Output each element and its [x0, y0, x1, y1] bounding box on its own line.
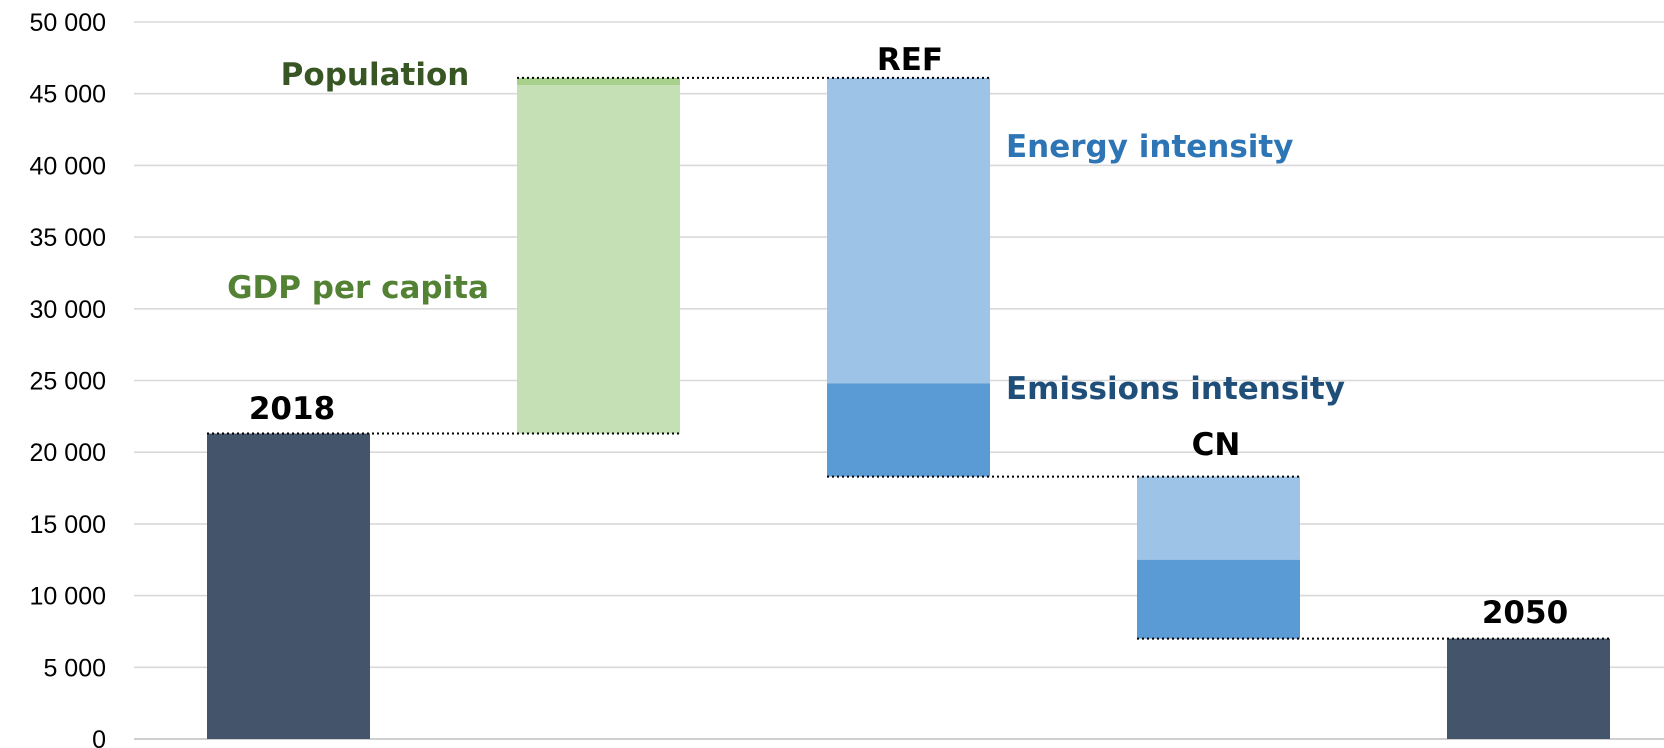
segment-cn-energy-intensity	[1137, 476, 1300, 560]
waterfall-segments	[207, 77, 1610, 739]
segment-2018-total	[207, 433, 370, 739]
y-tick-label: 25 000	[30, 368, 106, 396]
label-cn: CN	[1192, 427, 1241, 463]
segment-ref-emissions-intensity	[827, 383, 990, 477]
segment-2050-total	[1447, 638, 1610, 739]
connector-lines	[207, 76, 1610, 640]
y-tick-label: 40 000	[30, 152, 106, 180]
segment-population	[517, 77, 680, 86]
y-tick-label: 50 000	[30, 9, 106, 37]
label-ref: REF	[877, 42, 943, 78]
label-2050: 2050	[1482, 595, 1568, 631]
label-energy-intensity: Energy intensity	[1006, 129, 1293, 165]
label-population: Population	[281, 57, 470, 93]
annotations: 2018 Population GDP per capita REF Energ…	[227, 42, 1568, 631]
label-gdp-per-capita: GDP per capita	[227, 270, 489, 306]
label-2018: 2018	[249, 391, 335, 427]
label-emissions-intensity: Emissions intensity	[1006, 371, 1345, 407]
y-tick-label: 0	[92, 726, 106, 748]
y-tick-label: 35 000	[30, 224, 106, 252]
segment-ref-energy-intensity	[827, 77, 990, 384]
y-tick-label: 20 000	[30, 439, 106, 467]
segment-gdp-per-capita	[517, 85, 680, 434]
y-tick-label: 30 000	[30, 296, 106, 324]
y-tick-label: 5 000	[43, 654, 106, 682]
segment-cn-emissions-intensity	[1137, 559, 1300, 639]
y-tick-label: 15 000	[30, 511, 106, 539]
y-tick-label: 10 000	[30, 583, 106, 611]
y-tick-label: 45 000	[30, 81, 106, 109]
y-axis-tick-labels: 0 5 000 10 000 15 000 20 000 25 000 30 000 35 0…	[30, 9, 106, 748]
